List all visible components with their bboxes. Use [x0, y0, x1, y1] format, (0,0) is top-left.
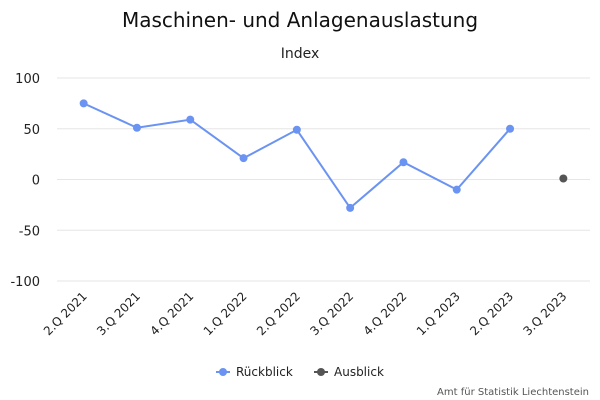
x-tick-label: 1.Q 2023 — [414, 289, 463, 338]
series — [79, 99, 568, 212]
data-point[interactable] — [292, 125, 301, 134]
x-tick-label: 1.Q 2022 — [201, 289, 250, 338]
data-point[interactable] — [559, 174, 568, 183]
chart-title: Maschinen- und Anlagenauslastung — [122, 8, 478, 32]
y-tick-label: 0 — [32, 174, 40, 189]
legend-label: Ausblick — [334, 365, 384, 379]
data-point[interactable] — [399, 158, 408, 167]
y-tick-label: -100 — [10, 275, 40, 290]
legend-item[interactable]: Rückblick — [216, 365, 293, 379]
x-tick-label: 2.Q 2021 — [41, 289, 90, 338]
grid-lines — [57, 77, 590, 282]
data-point[interactable] — [239, 154, 248, 163]
data-point[interactable] — [132, 123, 141, 132]
y-tick-label: 100 — [15, 72, 40, 87]
x-tick-label: 3.Q 2023 — [521, 289, 570, 338]
series-line — [83, 102, 511, 210]
legend-item[interactable]: Ausblick — [314, 365, 384, 379]
x-axis-labels: 2.Q 2021 3.Q 2021 4.Q 2021 1.Q 2022 2.Q 2022… — [41, 289, 570, 338]
data-point[interactable] — [452, 185, 461, 194]
chart-subtitle: Index — [281, 46, 320, 62]
legend-marker — [317, 368, 325, 376]
y-axis-labels: 100 50 0 -50 -100 — [10, 72, 40, 290]
x-tick-label: 3.Q 2021 — [94, 289, 143, 338]
x-tick-label: 2.Q 2022 — [254, 289, 303, 338]
x-tick-label: 4.Q 2022 — [361, 289, 410, 338]
data-point[interactable] — [346, 203, 355, 212]
data-point[interactable] — [506, 124, 515, 133]
x-tick-label: 4.Q 2021 — [147, 289, 196, 338]
x-tick-label: 3.Q 2022 — [307, 289, 356, 338]
data-point[interactable] — [79, 99, 88, 108]
legend[interactable]: Rückblick Ausblick — [216, 365, 384, 379]
y-tick-label: 50 — [23, 123, 40, 138]
y-tick-label: -50 — [19, 224, 40, 239]
legend-label: Rückblick — [236, 365, 293, 379]
legend-marker — [219, 368, 227, 376]
data-point[interactable] — [186, 115, 195, 124]
x-tick-label: 2.Q 2023 — [467, 289, 516, 338]
credit-text[interactable]: Amt für Statistik Liechtenstein — [437, 387, 589, 398]
